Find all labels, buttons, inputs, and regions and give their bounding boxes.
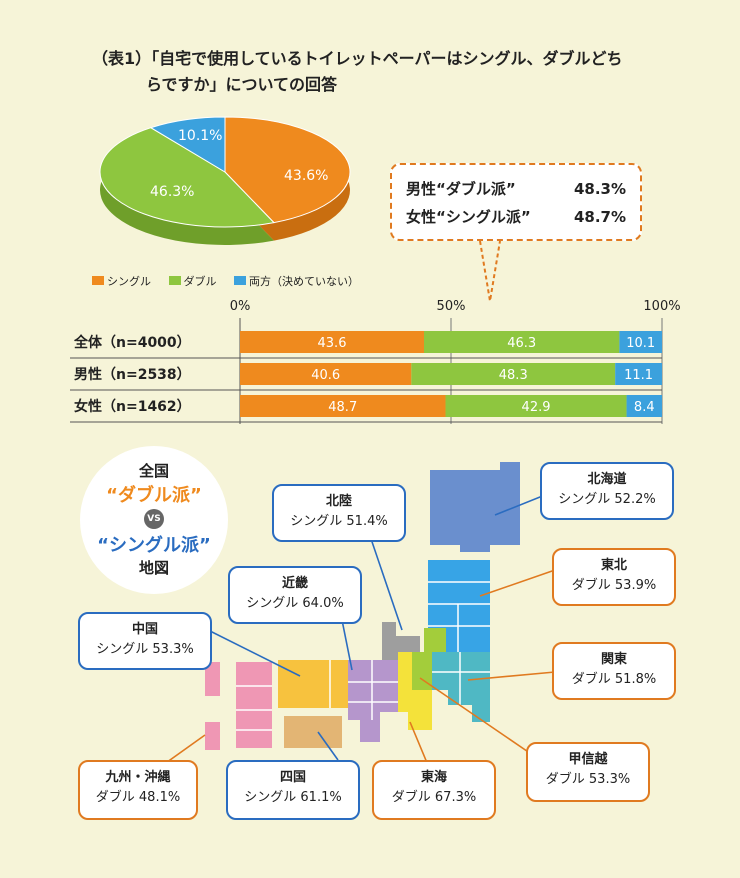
bar-segment [619, 331, 662, 353]
legend-double: ダブル [183, 275, 217, 288]
callout-hokuriku: 北陸 シングル 51.4% [272, 484, 406, 542]
legend-swatch-double [168, 276, 181, 285]
bar-value-label: 43.6 [318, 336, 347, 351]
bar-value-label: 48.3 [499, 368, 528, 383]
legend-single: シングル [107, 275, 151, 288]
region-value: シングル 52.2% [558, 492, 656, 507]
callout-tohoku: 東北 ダブル 53.9% [552, 548, 676, 606]
region-value: シングル 64.0% [246, 596, 344, 611]
region-name: 甲信越 [568, 752, 608, 767]
legend-swatch-both [234, 276, 246, 285]
map-hokkaido [430, 462, 520, 552]
region-name: 近畿 [281, 576, 308, 591]
callout-kyushu: 九州・沖縄 ダブル 48.1% [78, 760, 198, 820]
map-chugoku [278, 660, 348, 708]
pie-slice-single [224, 116, 351, 224]
map-tokai [398, 652, 432, 730]
region-name: 東海 [420, 770, 447, 785]
map-okinawa [205, 722, 220, 750]
badge-line1: 全国 [138, 462, 169, 480]
badge-vs: VS [144, 509, 164, 529]
pie-label-both: 10.1% [178, 128, 222, 144]
callout-chugoku: 中国 シングル 53.3% [78, 612, 212, 670]
pie-slice-both [149, 116, 226, 173]
axis-tick-label: 0% [230, 299, 251, 314]
callout-shikoku: 四国 シングル 61.1% [226, 760, 360, 820]
pie-label-single: 43.6% [284, 168, 328, 184]
legend-swatch-single [92, 276, 104, 285]
bar-segment [445, 395, 627, 417]
legend-both: 両方（決めていない） [249, 275, 359, 288]
title-line1: （表1）「自宅で使用しているトイレットペーパーはシングル、ダブルどち [92, 49, 623, 68]
callout-tokai: 東海 ダブル 67.3% [372, 760, 496, 820]
map-kyushu-north [205, 662, 220, 696]
map-kyushu [236, 662, 272, 748]
bar-segment [615, 363, 662, 385]
callout-pointer [479, 240, 501, 302]
callout-koshinetsu: 甲信越 ダブル 53.3% [526, 742, 650, 802]
bar-segment [240, 395, 446, 417]
region-value: ダブル 53.9% [571, 578, 657, 593]
callout-hokkaido: 北海道 シングル 52.2% [540, 462, 674, 520]
stacked-bar-chart: 0% 50% 100% 全体（n=4000） 43.6 46.3 10.1 男性（n=2538… [70, 299, 681, 424]
map-kinki [348, 660, 398, 742]
pie-label-double: 46.3% [150, 184, 194, 200]
region-value: ダブル 48.1% [95, 790, 181, 805]
bar-segment [240, 331, 424, 353]
axis-tick-label: 50% [437, 299, 466, 314]
title-line2: らですか」についての回答 [146, 75, 338, 94]
category-label: 全体（n=4000） [73, 334, 191, 351]
region-value: シングル 61.1% [244, 790, 342, 805]
region-name: 中国 [131, 622, 158, 637]
axis-tick-label: 100% [643, 299, 680, 314]
badge-line2: “ダブル派” [106, 485, 202, 506]
bar-segment [626, 395, 662, 417]
pie-slice-double [99, 127, 275, 228]
badge-line3: “シングル派” [97, 535, 211, 556]
bar-segment [240, 363, 412, 385]
region-name: 北陸 [325, 494, 352, 509]
badge-line4: 地図 [138, 559, 169, 577]
category-label: 女性（n=1462） [74, 398, 191, 415]
region-name: 関東 [600, 652, 627, 667]
region-name: 北海道 [587, 472, 627, 487]
map-koshinetsu [412, 628, 446, 690]
bar-value-label: 11.1 [624, 368, 653, 383]
map-hokuriku [382, 622, 420, 660]
bar-value-label: 10.1 [626, 336, 655, 351]
bar-value-label: 42.9 [522, 400, 551, 415]
chart-title: （表1）「自宅で使用しているトイレットペーパーはシングル、ダブルどち らですか」… [92, 46, 692, 98]
bar-value-label: 48.7 [328, 400, 357, 415]
callout-kanto: 関東 ダブル 51.8% [552, 642, 676, 700]
region-value: ダブル 67.3% [391, 790, 477, 805]
male-label: 男性“ダブル派” [406, 180, 516, 198]
region-name: 東北 [600, 558, 627, 573]
map-badge: 全国 “ダブル派” VS “シングル派” 地図 [80, 446, 228, 594]
region-name: 四国 [279, 770, 306, 785]
female-value: 48.7% [573, 208, 626, 226]
map-shikoku [284, 716, 342, 748]
category-label: 男性（n=2538） [74, 366, 191, 383]
map-kanto [432, 652, 490, 722]
bar-value-label: 40.6 [311, 368, 340, 383]
region-value: シングル 53.3% [96, 642, 194, 657]
male-value: 48.3% [573, 180, 626, 198]
callout-kinki: 近畿 シングル 64.0% [228, 566, 362, 624]
gender-callout: 男性“ダブル派” 48.3% 女性“シングル派” 48.7% [390, 163, 642, 241]
pie-chart: 43.6% 46.3% 10.1% [99, 116, 351, 245]
bar-value-label: 8.4 [634, 400, 655, 415]
region-name: 九州・沖縄 [105, 770, 171, 785]
legend: シングル ダブル 両方（決めていない） [92, 275, 359, 289]
region-value: ダブル 53.3% [545, 772, 631, 787]
bar-segment [411, 363, 616, 385]
region-value: シングル 51.4% [290, 514, 388, 529]
bar-value-label: 46.3 [507, 336, 536, 351]
female-label: 女性“シングル派” [406, 208, 531, 226]
region-value: ダブル 51.8% [571, 672, 657, 687]
bar-segment [423, 331, 620, 353]
